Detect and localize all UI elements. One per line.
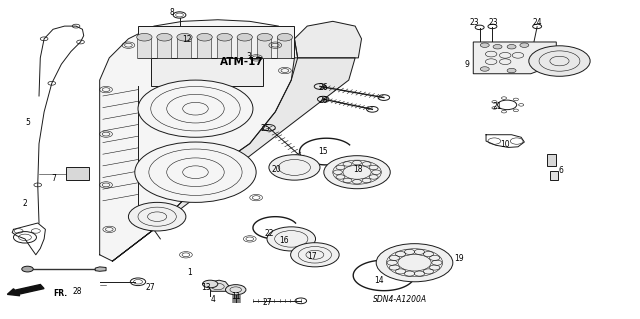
- Text: 21: 21: [493, 102, 502, 111]
- Text: 17: 17: [308, 252, 317, 261]
- Polygon shape: [100, 20, 298, 261]
- Circle shape: [202, 280, 218, 288]
- Text: 10: 10: [500, 140, 510, 149]
- Bar: [138, 26, 294, 58]
- Circle shape: [225, 285, 246, 295]
- Circle shape: [129, 202, 186, 231]
- Bar: [257, 37, 271, 58]
- Circle shape: [267, 227, 316, 251]
- Text: 11: 11: [231, 292, 241, 301]
- Circle shape: [324, 156, 390, 189]
- Polygon shape: [473, 42, 556, 74]
- Bar: [277, 37, 291, 58]
- Circle shape: [22, 266, 33, 272]
- Circle shape: [217, 33, 232, 41]
- Text: 12: 12: [182, 35, 192, 44]
- Text: 4: 4: [211, 295, 215, 304]
- Text: 20: 20: [272, 165, 282, 174]
- Text: 5: 5: [25, 118, 30, 128]
- Bar: [177, 37, 191, 58]
- Polygon shape: [113, 58, 355, 261]
- Bar: [237, 37, 251, 58]
- Circle shape: [257, 33, 273, 41]
- Circle shape: [507, 68, 516, 73]
- Circle shape: [507, 45, 516, 49]
- Text: 27: 27: [146, 283, 156, 292]
- Text: ATM-17: ATM-17: [220, 57, 264, 67]
- Text: 9: 9: [465, 60, 469, 69]
- Text: 6: 6: [559, 166, 564, 175]
- Circle shape: [277, 33, 292, 41]
- Text: SDN4-A1200A: SDN4-A1200A: [372, 295, 427, 304]
- Text: 2: 2: [22, 199, 28, 208]
- Circle shape: [376, 244, 453, 282]
- Text: 19: 19: [454, 254, 464, 263]
- Text: 15: 15: [318, 147, 328, 156]
- Circle shape: [520, 43, 529, 48]
- Circle shape: [269, 155, 320, 180]
- Circle shape: [237, 33, 252, 41]
- Bar: [217, 37, 231, 58]
- Circle shape: [138, 80, 253, 137]
- Circle shape: [137, 33, 152, 41]
- Polygon shape: [95, 267, 106, 271]
- Circle shape: [529, 46, 590, 76]
- Circle shape: [493, 45, 502, 49]
- Circle shape: [157, 33, 172, 41]
- Circle shape: [177, 33, 192, 41]
- Text: 26: 26: [318, 83, 328, 92]
- Text: 16: 16: [280, 236, 289, 245]
- Text: 28: 28: [319, 96, 328, 105]
- Circle shape: [135, 142, 256, 202]
- Text: 1: 1: [187, 268, 191, 277]
- FancyArrow shape: [7, 285, 44, 296]
- Text: 28: 28: [72, 287, 82, 296]
- Bar: [550, 171, 557, 180]
- Bar: [67, 167, 89, 180]
- Bar: [151, 58, 262, 86]
- Text: FR.: FR.: [53, 289, 67, 298]
- Text: 8: 8: [170, 8, 174, 17]
- Text: 18: 18: [353, 165, 363, 174]
- Circle shape: [197, 33, 212, 41]
- Bar: [157, 37, 171, 58]
- Circle shape: [480, 43, 489, 48]
- Text: 24: 24: [532, 19, 542, 27]
- Bar: [547, 154, 556, 167]
- Text: 13: 13: [202, 283, 211, 292]
- Text: 25: 25: [261, 124, 271, 133]
- Circle shape: [480, 67, 489, 71]
- Text: 23: 23: [470, 19, 479, 27]
- Text: 14: 14: [374, 276, 383, 285]
- Polygon shape: [237, 42, 253, 58]
- Text: 23: 23: [489, 19, 499, 27]
- Polygon shape: [294, 21, 362, 58]
- Text: 3: 3: [246, 52, 251, 61]
- Text: 27: 27: [263, 298, 273, 307]
- Polygon shape: [208, 280, 230, 291]
- Text: 22: 22: [264, 229, 274, 238]
- Bar: [197, 37, 211, 58]
- Circle shape: [291, 243, 339, 267]
- Text: 7: 7: [51, 174, 56, 183]
- Bar: [137, 37, 151, 58]
